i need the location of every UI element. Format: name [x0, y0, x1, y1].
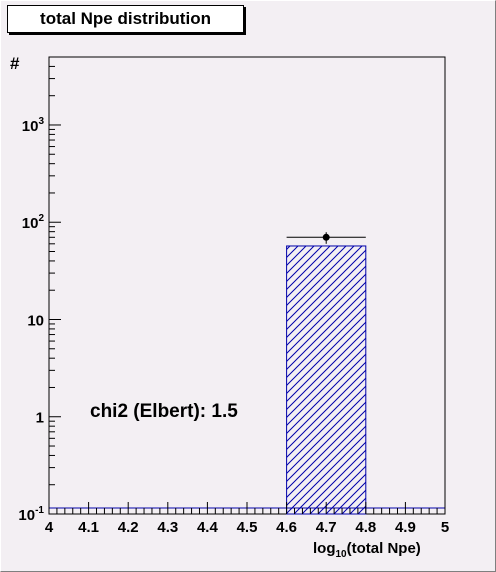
y-tick-label-3: 102: [22, 213, 45, 232]
y-tick-base-1: 1: [36, 410, 44, 427]
y-tick-label-2: 10: [27, 312, 44, 329]
x-tick-label-5: 4.5: [237, 519, 258, 536]
x-tick-label-3: 4.3: [157, 519, 178, 536]
x-tick-label-10: 5: [441, 519, 449, 536]
x-tick-label-8: 4.8: [355, 519, 376, 536]
x-tick-label-6: 4.6: [276, 519, 297, 536]
y-tick-base-4: 10: [22, 118, 39, 135]
plot-frame: [48, 56, 446, 515]
x-tick-label-9: 4.9: [395, 519, 416, 536]
x-axis: 4 4.1 4.2 4.3 4.4 4.5 4.6 4.7 4.8 4.9 5: [45, 502, 449, 536]
data-point-0: [322, 233, 330, 241]
histogram-bar-0: [286, 245, 367, 515]
y-tick-base-3: 10: [22, 215, 39, 232]
x-tick-label-7: 4.7: [316, 519, 337, 536]
x-axis-label: log10(total Npe): [313, 540, 421, 560]
y-tick-exp-3: 2: [38, 213, 44, 224]
y-tick-label-0: 10-1: [18, 505, 44, 524]
x-tick-label-2: 4.2: [118, 519, 139, 536]
y-axis-label: #: [10, 54, 20, 73]
chart-title: total Npe distribution: [7, 5, 244, 33]
points-layer: [286, 232, 366, 244]
x-axis-label-tail: (total Npe): [347, 540, 421, 557]
x-tick-label-0: 4: [45, 519, 54, 536]
y-tick-base-2: 10: [27, 312, 44, 329]
y-tick-base-0: 10: [18, 507, 35, 524]
y-tick-exp-4: 3: [38, 116, 44, 127]
chi2-annotation: chi2 (Elbert): 1.5: [90, 401, 238, 422]
x-axis-label-log: log: [313, 540, 336, 557]
histogram-layer: [49, 245, 445, 515]
y-tick-label-1: 1: [36, 410, 44, 427]
x-tick-label-4: 4.4: [197, 519, 219, 536]
y-tick-exp-0: -1: [35, 505, 44, 516]
x-tick-label-1: 4.1: [78, 519, 99, 536]
y-tick-label-4: 103: [22, 116, 45, 135]
x-axis-label-subscript: 10: [336, 549, 348, 560]
